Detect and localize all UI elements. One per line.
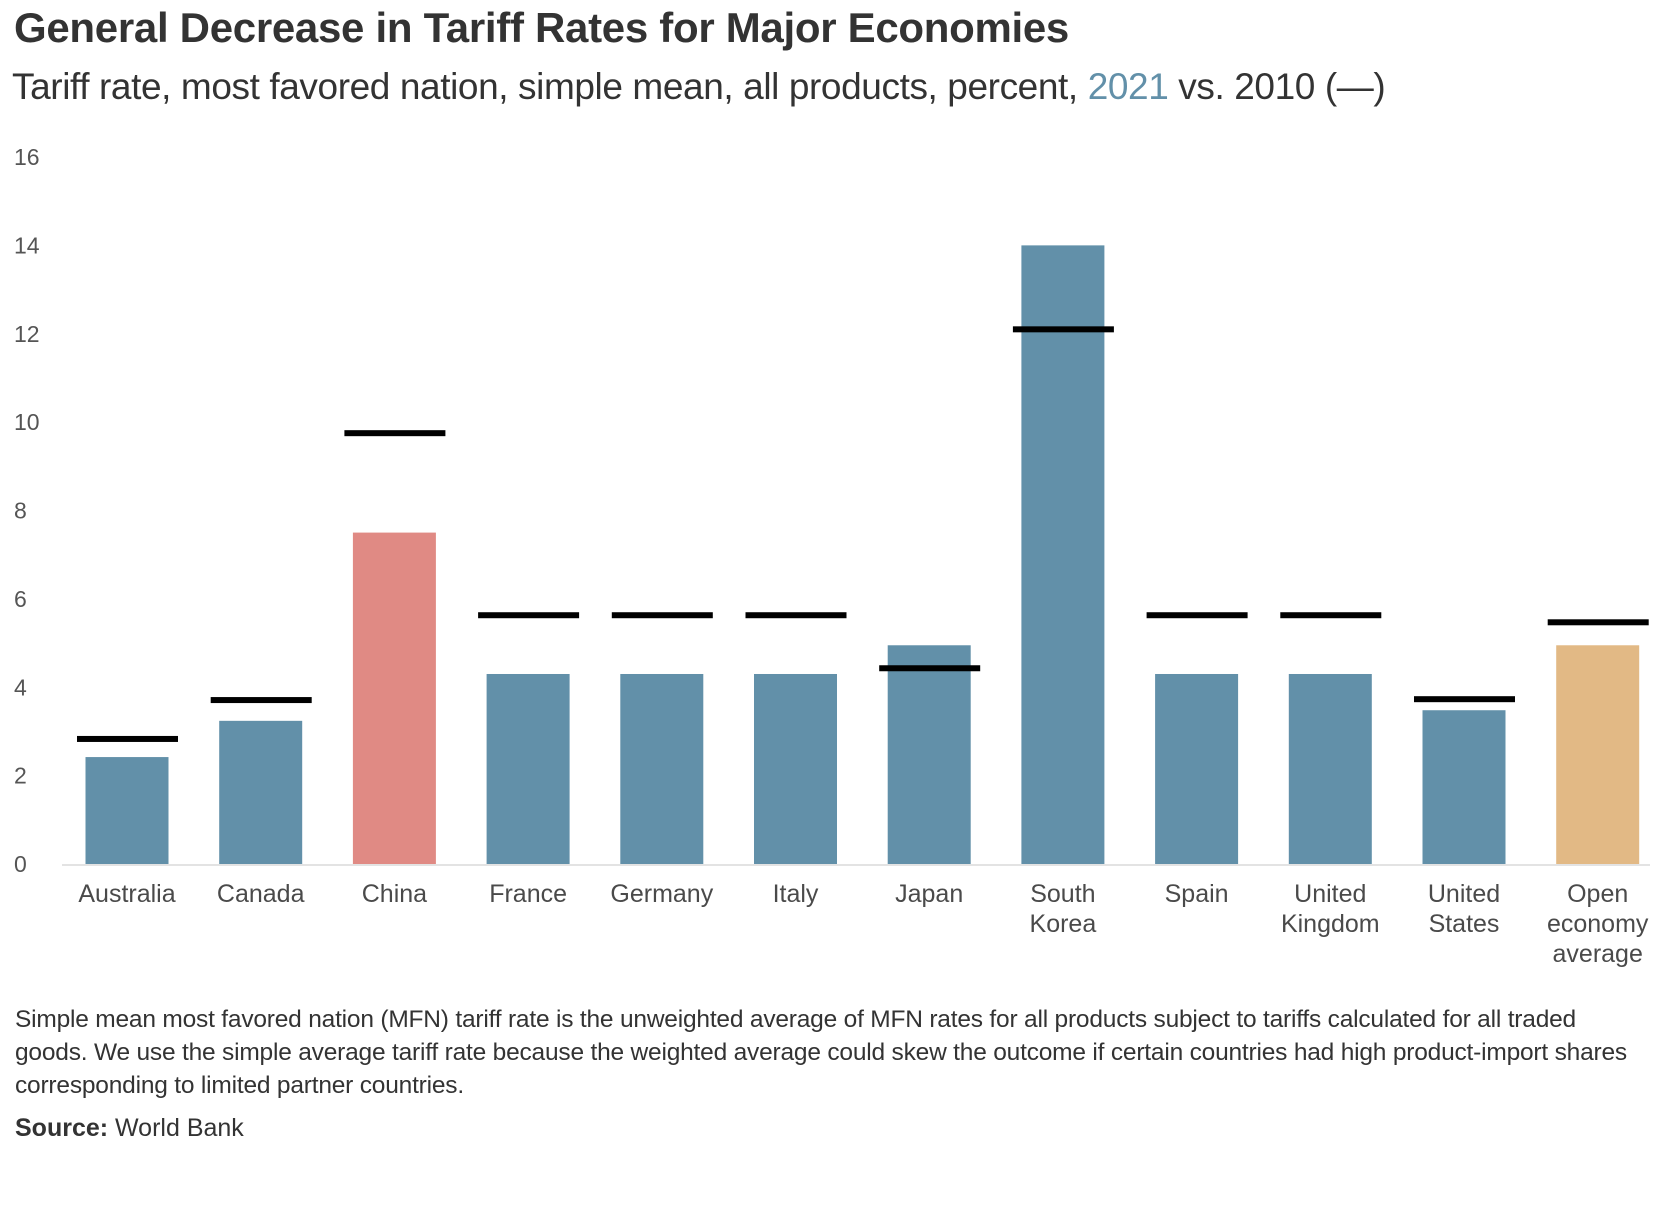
marker-2010 (879, 665, 981, 672)
y-tick-label: 10 (14, 409, 40, 435)
y-tick-label: 0 (14, 851, 27, 877)
x-tick-label: Japan (895, 880, 963, 908)
marker-2010 (478, 612, 580, 619)
bar-2021 (352, 532, 436, 864)
x-tick-label: South Korea (1030, 880, 1097, 938)
bar-chart: 0 2 4 6 8 10 12 14 16 Australia Canada China France… (14, 144, 1650, 968)
y-tick-label: 2 (14, 763, 27, 789)
source-value: World Bank (108, 1114, 244, 1142)
bar-2021 (1021, 245, 1105, 864)
x-tick-label: France (489, 880, 567, 908)
marker-2010 (611, 612, 713, 619)
chart-note: Simple mean most favored nation (MFN) ta… (15, 1006, 1627, 1099)
x-tick-label: Germany (610, 880, 713, 908)
bar-2021 (1422, 710, 1506, 864)
marker-2010 (344, 430, 446, 437)
bar-2021 (486, 673, 570, 864)
y-tick-label: 6 (14, 586, 27, 612)
chart-subtitle: Tariff rate, most favored nation, simple… (12, 66, 1386, 108)
x-tick-label: Italy (773, 880, 819, 908)
x-tick-label: China (362, 880, 427, 908)
x-tick-label: Spain (1165, 880, 1229, 908)
source-label: Source: (15, 1114, 109, 1142)
marker-2010 (77, 735, 178, 742)
marker-2010 (1012, 326, 1114, 333)
bar-2021 (620, 673, 704, 864)
y-tick-label: 16 (14, 144, 40, 170)
marker-2010 (210, 697, 312, 704)
y-tick-label: 14 (14, 232, 40, 258)
marker-2010 (745, 612, 847, 619)
bar-2021 (85, 757, 169, 864)
y-tick-label: 12 (14, 321, 40, 347)
bar-2021 (1155, 673, 1239, 864)
bar-2021 (1288, 673, 1372, 864)
bar-2021 (1556, 645, 1640, 864)
marker-2010 (1547, 619, 1649, 626)
bar-2021 (887, 645, 971, 864)
bar-2021 (754, 673, 837, 864)
subtitle-highlight-year: 2021 (1087, 66, 1169, 107)
marker-2010 (1146, 612, 1248, 619)
marker-2010 (1280, 612, 1382, 619)
x-tick-label: Australia (78, 880, 175, 908)
x-tick-label: Open economy average (1547, 880, 1649, 968)
x-tick-label: United States (1428, 880, 1500, 938)
x-tick-label: United Kingdom (1281, 880, 1380, 938)
marker-2010 (1414, 696, 1515, 703)
y-axis: 0 2 4 6 8 10 12 14 16 (14, 144, 40, 877)
x-axis-labels: Australia Canada China France Germany Italy Ja… (78, 880, 1649, 968)
y-tick-label: 8 (14, 498, 27, 524)
bar-2021 (219, 720, 303, 864)
markers-2010 (77, 326, 1649, 742)
y-tick-label: 4 (14, 674, 27, 700)
chart-source: Source: World Bank (15, 1114, 244, 1143)
subtitle-suffix: vs. 2010 (—) (1168, 66, 1386, 107)
x-tick-label: Canada (217, 880, 305, 908)
subtitle-text: Tariff rate, most favored nation, simple… (12, 66, 1088, 107)
chart-title: General Decrease in Tariff Rates for Maj… (14, 4, 1069, 51)
bars-2021 (85, 245, 1640, 864)
